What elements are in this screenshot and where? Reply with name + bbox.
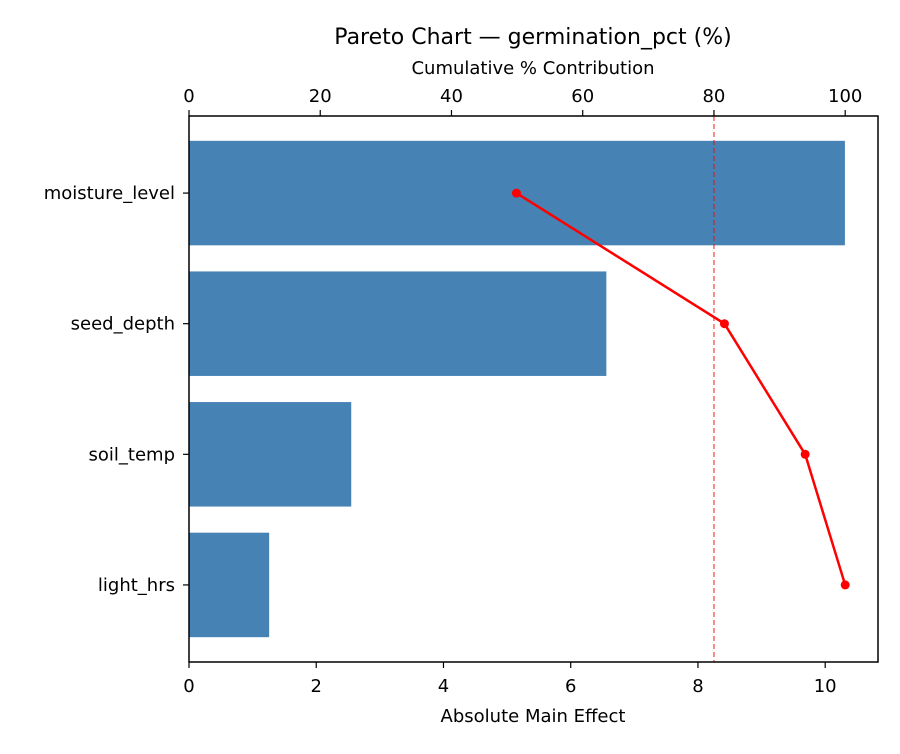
bar-light_hrs bbox=[189, 532, 270, 638]
x-tick-label: 2 bbox=[311, 676, 322, 697]
x-tick-label: 0 bbox=[183, 676, 194, 697]
plot-frame bbox=[188, 115, 879, 663]
x2-tick-label: 0 bbox=[183, 86, 194, 107]
cumulative-point-seed_depth bbox=[719, 319, 729, 329]
x2-tick-label: 20 bbox=[309, 86, 332, 107]
y-tick-label-moisture_level: moisture_level bbox=[44, 183, 175, 204]
x-tick-label: 4 bbox=[438, 676, 449, 697]
x-tick-label: 6 bbox=[565, 676, 576, 697]
y-tick-label-light_hrs: light_hrs bbox=[98, 575, 175, 596]
cumulative-line bbox=[515, 192, 847, 586]
x-tick-label: 8 bbox=[692, 676, 703, 697]
y-tick-label-seed_depth: seed_depth bbox=[71, 314, 175, 335]
cumulative-point-moisture_level bbox=[511, 188, 521, 198]
cumulative-point-soil_temp bbox=[800, 449, 810, 459]
x2-tick-label: 100 bbox=[828, 86, 862, 107]
x-tick-label: 10 bbox=[814, 676, 837, 697]
bar-seed_depth bbox=[189, 271, 607, 376]
y-tick-label-soil_temp: soil_temp bbox=[89, 444, 175, 465]
x2-tick-label: 40 bbox=[440, 86, 463, 107]
top-axis-label: Cumulative % Contribution bbox=[411, 58, 654, 79]
x2-tick-label: 80 bbox=[702, 86, 725, 107]
bar-soil_temp bbox=[189, 402, 352, 507]
cumulative-point-light_hrs bbox=[840, 580, 850, 590]
x-axis-label: Absolute Main Effect bbox=[441, 706, 626, 727]
chart-title: Pareto Chart — germination_pct (%) bbox=[334, 25, 731, 50]
x2-tick-label: 60 bbox=[571, 86, 594, 107]
